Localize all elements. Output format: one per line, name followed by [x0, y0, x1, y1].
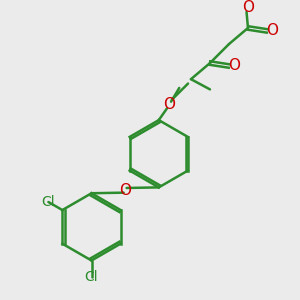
- Text: O: O: [163, 97, 175, 112]
- Text: O: O: [242, 0, 254, 15]
- Text: O: O: [228, 58, 240, 74]
- Text: Cl: Cl: [85, 270, 98, 283]
- Text: O: O: [266, 23, 278, 38]
- Text: O: O: [119, 183, 131, 198]
- Text: Cl: Cl: [42, 195, 55, 209]
